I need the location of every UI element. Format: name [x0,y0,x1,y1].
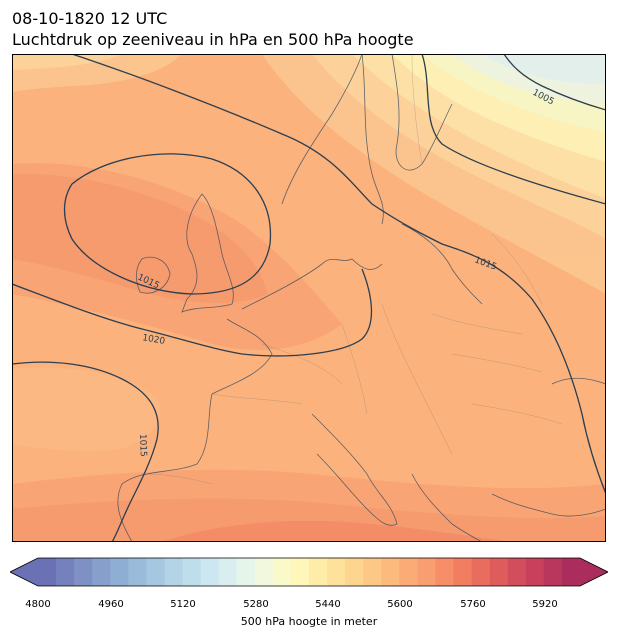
colorbar-tick-5440: 5440 [315,599,341,610]
colorbar-segment [236,558,256,586]
colorbar-segment [345,558,364,586]
colorbar-tick-5760: 5760 [460,599,486,610]
colorbar-segment [254,558,274,586]
colorbar-segment [74,558,93,586]
colorbar-segment [309,558,328,586]
colorbar-segment [272,558,292,586]
colorbar-tick-5920: 5920 [532,599,558,610]
colorbar-segment [200,558,220,586]
map-title: Luchtdruk op zeeniveau in hPa en 500 hPa… [12,30,414,49]
colorbar-extend-high [580,558,608,586]
colorbar-label: 500 hPa hoogte in meter [240,615,378,628]
colorbar-tick-5280: 5280 [243,599,269,610]
colorbar-segment [146,558,166,586]
colorbar-segment [417,558,437,586]
isobar-label-1020: 1020 [141,333,166,347]
colorbar-extend-low [10,558,38,586]
isobar-1005 [503,54,606,111]
isobar-1010 [421,54,606,205]
colorbar-segment [543,558,563,586]
colorbar-segment [56,558,75,586]
colorbar-tick-5120: 5120 [170,599,196,610]
colorbar-segment [561,558,581,586]
colorbar-segment [38,558,57,586]
colorbar-segment [489,558,509,586]
colorbar-segment [471,558,491,586]
colorbar-segment [399,558,418,586]
colorbar-segment [92,558,111,586]
colorbar-outline [10,557,608,587]
weather-map: 1005 1015 1015 1020 1015 [12,54,606,542]
colorbar-segment [290,558,310,586]
isobar-1015-south [12,361,159,542]
colorbar [10,557,608,587]
colorbar-segment [435,558,455,586]
isobar-1020 [12,268,373,357]
colorbar-segment [363,558,382,586]
colorbar-segment [507,558,527,586]
colorbar-segment [381,558,400,586]
colorbar-tick-5600: 5600 [387,599,413,610]
colorbar-tick-4960: 4960 [98,599,124,610]
isobar-label-1015-south: 1015 [137,434,148,457]
colorbar-segment [525,558,545,586]
colorbar-segment [110,558,129,586]
colorbar-segment [128,558,147,586]
colorbar-segment [164,558,184,586]
isobar-1015-high [63,153,272,295]
colorbar-segment [218,558,238,586]
map-datetime: 08-10-1820 12 UTC [12,9,168,28]
coastlines [117,54,606,542]
colorbar-segment [327,558,346,586]
colorbar-segment [182,558,202,586]
map-frame [12,54,606,542]
isobars [12,54,606,542]
colorbar-tick-4800: 4800 [25,599,51,610]
colorbar-segment [453,558,473,586]
country-borders [141,54,563,485]
height-shading [12,54,606,542]
isobar-1015-east [71,54,606,495]
